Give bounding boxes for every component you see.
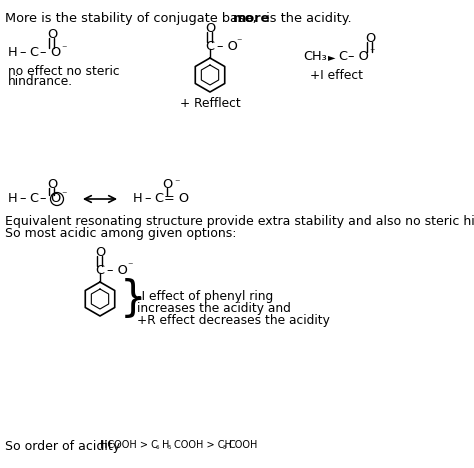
Text: ⁻: ⁻ (369, 47, 374, 57)
Text: –: – (19, 46, 26, 59)
Text: H: H (162, 440, 169, 450)
Text: -I effect of phenyl ring: -I effect of phenyl ring (137, 290, 273, 303)
Text: ₆: ₆ (156, 442, 159, 451)
Text: C: C (29, 46, 38, 59)
Text: –: – (39, 46, 46, 59)
Text: ⁻: ⁻ (61, 44, 66, 54)
Text: –: – (19, 192, 26, 205)
Text: ⁻: ⁻ (174, 178, 180, 188)
Text: O: O (50, 192, 60, 205)
Text: ►: ► (328, 52, 336, 62)
Text: ₃: ₃ (223, 442, 226, 451)
Text: +R effect decreases the acidity: +R effect decreases the acidity (137, 314, 330, 327)
Text: O: O (162, 178, 172, 191)
Text: O: O (50, 46, 60, 59)
Text: more: more (233, 12, 270, 25)
Text: More is the stability of conjugate base,: More is the stability of conjugate base, (5, 12, 261, 25)
Text: H: H (133, 192, 143, 205)
Text: C: C (338, 50, 347, 63)
Text: O: O (95, 246, 105, 259)
Text: ⁻: ⁻ (61, 190, 66, 200)
Text: COOH > CH: COOH > CH (174, 440, 232, 450)
Text: –: – (144, 192, 151, 205)
Text: + Refflect: + Refflect (180, 97, 240, 110)
Text: C: C (154, 192, 163, 205)
Text: So order of acidity: So order of acidity (5, 440, 124, 453)
Text: C: C (29, 192, 38, 205)
Text: no effect no steric: no effect no steric (8, 65, 119, 78)
Text: COOH: COOH (229, 440, 258, 450)
Text: –: – (39, 192, 46, 205)
Text: = O: = O (164, 192, 189, 205)
Text: – O: – O (348, 50, 369, 63)
Text: – O: – O (107, 263, 128, 277)
Text: H: H (8, 46, 18, 59)
Text: O: O (47, 28, 57, 41)
Text: +I effect: +I effect (310, 69, 363, 82)
Text: – O: – O (217, 39, 238, 52)
Text: So most acidic among given options:: So most acidic among given options: (5, 227, 237, 240)
Text: O: O (47, 178, 57, 191)
Text: ⁻: ⁻ (236, 37, 241, 47)
Text: HCOOH > C: HCOOH > C (100, 440, 158, 450)
Text: increases the acidity and: increases the acidity and (137, 302, 291, 315)
Text: C: C (95, 263, 104, 277)
Text: Equivalent resonating structure provide extra stability and also no steric hindr: Equivalent resonating structure provide … (5, 215, 474, 228)
Text: is the acidity.: is the acidity. (262, 12, 352, 25)
Text: hindrance.: hindrance. (8, 75, 73, 88)
Text: O: O (365, 32, 375, 45)
Text: ₅: ₅ (168, 442, 172, 451)
Text: ⁻: ⁻ (127, 261, 133, 271)
Text: O: O (205, 22, 215, 35)
Text: H: H (8, 192, 18, 205)
Text: CH₃: CH₃ (303, 50, 327, 63)
Text: C: C (206, 39, 215, 52)
Text: }: } (120, 278, 146, 320)
